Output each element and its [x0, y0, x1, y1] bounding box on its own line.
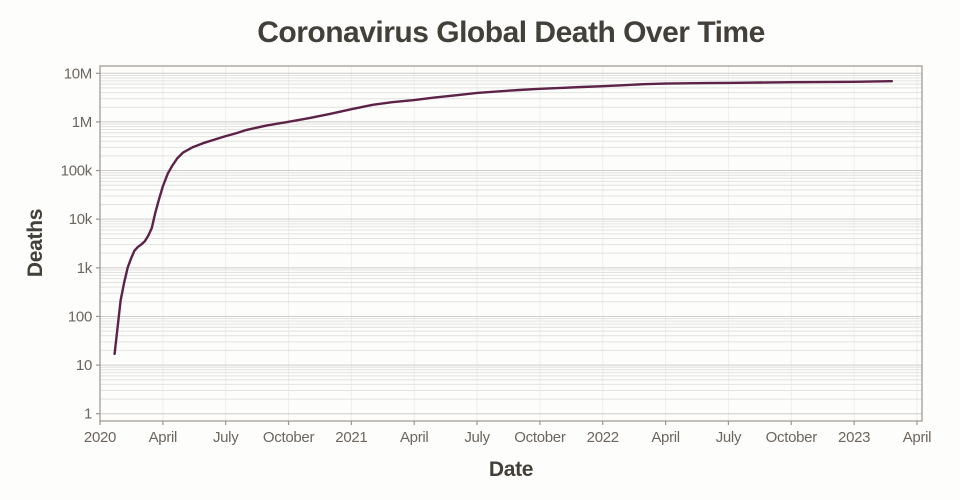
y-tick-label: 1k: [77, 260, 93, 277]
x-tick-label: April: [651, 429, 680, 446]
y-tick-label: 100k: [61, 163, 93, 180]
x-tick-label: October: [766, 429, 818, 446]
deaths-line-series: [113, 79, 893, 356]
x-tick-label: April: [903, 429, 932, 446]
x-tick-label: July: [213, 429, 239, 446]
plot-frame: [99, 65, 923, 422]
y-tick-label: 10k: [69, 211, 93, 228]
chart-title: Coronavirus Global Death Over Time: [257, 16, 765, 49]
gridlines: [99, 66, 922, 421]
y-tick-label: 10M: [64, 65, 92, 82]
x-tick-label: October: [514, 429, 566, 446]
x-tick-label: July: [716, 429, 742, 446]
x-axis-title: Date: [488, 458, 534, 481]
x-tick-label: 2022: [587, 429, 619, 446]
x-tick-label: 2021: [335, 429, 367, 446]
y-tick-label: 1M: [72, 114, 92, 131]
y-axis-title: Deaths: [24, 208, 47, 278]
y-tick-label: 100: [68, 308, 92, 325]
x-tick-label: 2023: [838, 429, 870, 446]
x-tick-label: April: [400, 429, 429, 446]
x-tick-label: 2020: [84, 429, 116, 446]
x-tick-label: April: [149, 429, 178, 446]
y-tick-label: 10: [76, 357, 92, 374]
x-tick-label: July: [464, 429, 490, 446]
y-tick-label: 1: [84, 406, 92, 423]
x-tick-label: October: [263, 429, 315, 446]
axis-ticks: 1 10 100 1k 10k 100k 1M 10M 2020 April July October…: [61, 65, 932, 446]
